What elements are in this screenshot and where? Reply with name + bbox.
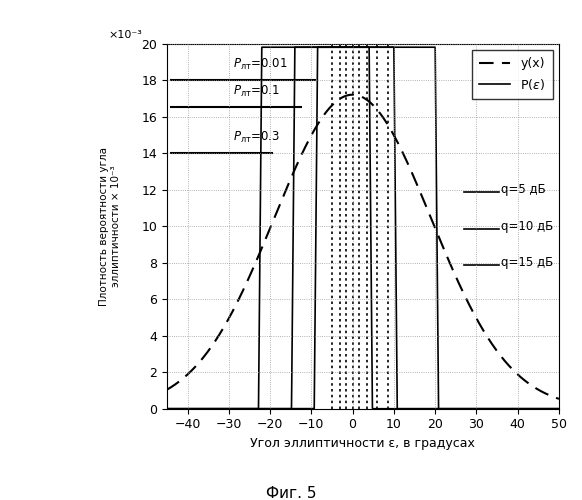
Text: q=10 дБ: q=10 дБ	[501, 220, 553, 232]
Legend: y(x), P($\varepsilon$): y(x), P($\varepsilon$)	[471, 50, 553, 99]
Text: q=15 дБ: q=15 дБ	[501, 256, 553, 269]
Text: $P_{\text{лт}}$=0.1: $P_{\text{лт}}$=0.1	[233, 84, 280, 99]
Text: q=5 дБ: q=5 дБ	[501, 183, 546, 196]
Text: ×10⁻³: ×10⁻³	[108, 30, 142, 40]
Text: Плотность вероятности угла
эллиптичности × 10⁻³: Плотность вероятности угла эллиптичности…	[99, 146, 121, 306]
X-axis label: Угол эллиптичности ε, в градусах: Угол эллиптичности ε, в градусах	[250, 437, 475, 450]
Text: $P_{\text{лт}}$=0.01: $P_{\text{лт}}$=0.01	[233, 57, 288, 72]
Text: $P_{\text{лт}}$=0.3: $P_{\text{лт}}$=0.3	[233, 130, 280, 145]
Text: Фиг. 5: Фиг. 5	[266, 486, 316, 500]
